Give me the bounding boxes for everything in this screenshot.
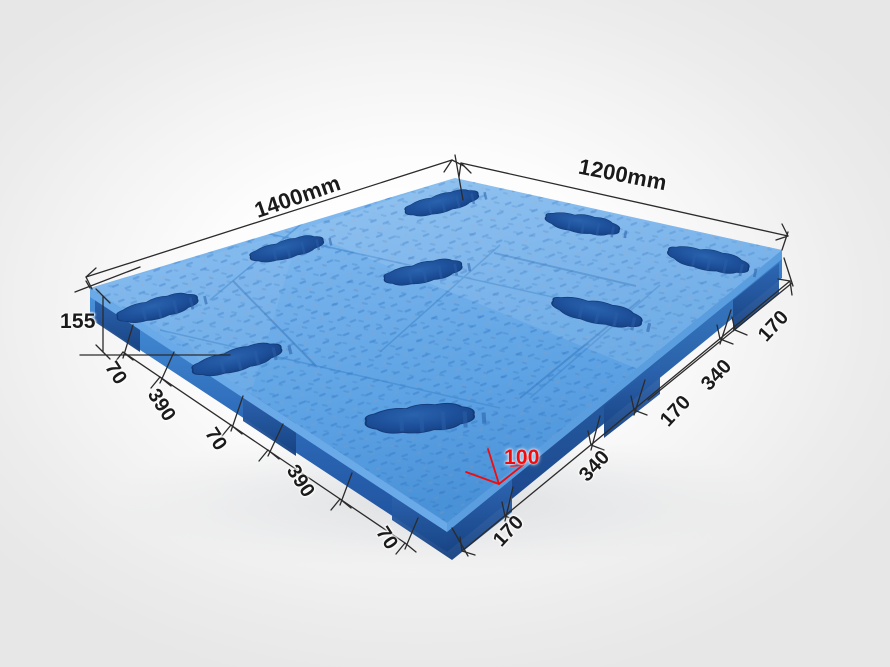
dimension-label-right-170-b: 170 xyxy=(655,391,696,432)
dimension-label-right-170-a: 170 xyxy=(488,511,529,552)
dimension-label-left-70-b: 70 xyxy=(200,423,232,455)
dimension-label-right-340-a: 340 xyxy=(574,446,615,487)
dimension-label-right-170-c: 170 xyxy=(753,306,794,347)
dimension-label-right-340-c: 340 xyxy=(696,355,737,396)
dimension-label-left-390-a: 390 xyxy=(142,384,180,426)
dimension-label-foot-height: 100 xyxy=(504,446,540,469)
foot-recess-group xyxy=(116,189,758,434)
dimension-label-length: 1400mm xyxy=(251,170,344,223)
dimension-label-left-70-a: 70 xyxy=(100,357,132,389)
dimension-label-height: 155 xyxy=(60,310,96,333)
dimension-label-left-70-c: 70 xyxy=(371,522,403,554)
dimension-label-width: 1200mm xyxy=(576,153,669,196)
dimension-label-left-390-b: 390 xyxy=(281,460,319,502)
